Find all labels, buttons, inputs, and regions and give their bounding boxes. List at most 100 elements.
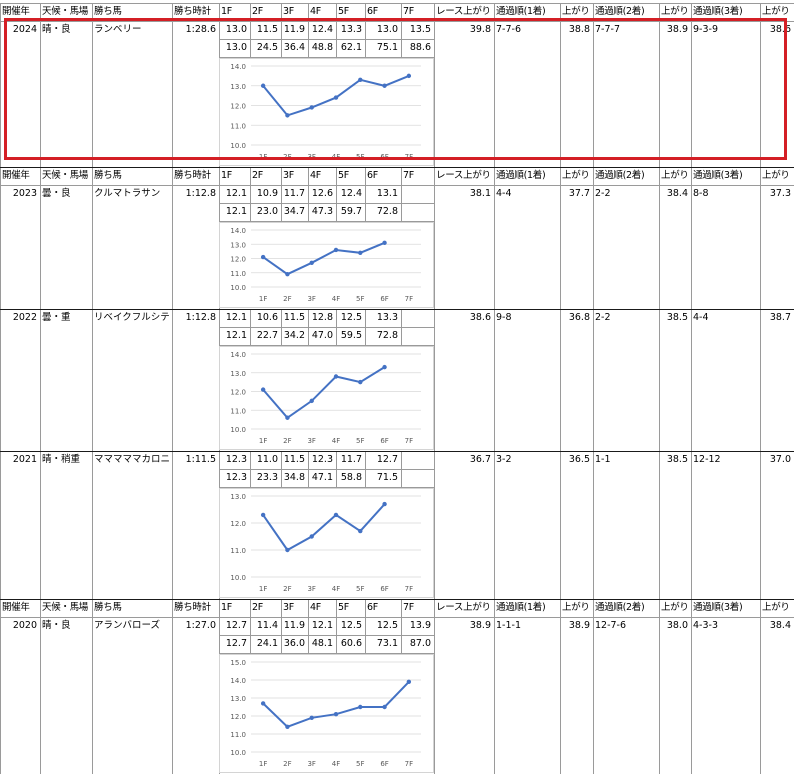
header-race-agari[interactable]: レース上がり xyxy=(436,6,491,17)
cumulative-cell-3f[interactable]: 34.8 xyxy=(283,472,305,483)
header-time[interactable]: 勝ち時計 xyxy=(174,602,211,613)
cumulative-cell-6f[interactable]: 72.8 xyxy=(376,330,398,341)
lap-cell-6f[interactable]: 13.0 xyxy=(376,24,398,35)
agari-2nd-cell[interactable]: 38.0 xyxy=(666,620,688,631)
race-agari-cell[interactable]: 38.6 xyxy=(469,312,491,323)
header-lap-7f[interactable]: 7F xyxy=(403,6,414,17)
header-lap-2f[interactable]: 2F xyxy=(252,6,263,17)
lap-cell-5f[interactable]: 12.5 xyxy=(340,312,362,323)
lap-cell-2f[interactable]: 11.0 xyxy=(256,454,278,465)
header-lap-6f[interactable]: 6F xyxy=(367,170,378,181)
header-year[interactable]: 開催年 xyxy=(2,602,30,613)
lap-cell-7f[interactable]: 13.9 xyxy=(409,620,431,631)
year-cell[interactable]: 2024 xyxy=(12,24,37,35)
header-lap-1f[interactable]: 1F xyxy=(221,602,232,613)
header-condition[interactable]: 天候・馬場 xyxy=(42,602,89,613)
header-agari-3rd[interactable]: 上がり xyxy=(762,6,790,17)
cumulative-cell-2f[interactable]: 23.0 xyxy=(256,206,278,217)
condition-cell[interactable]: 晴・稍重 xyxy=(42,454,81,465)
pass-3rd-cell[interactable]: 4-4 xyxy=(693,312,709,323)
year-cell[interactable]: 2021 xyxy=(12,454,37,465)
header-winner[interactable]: 勝ち馬 xyxy=(94,602,122,613)
pass-3rd-cell[interactable]: 12-12 xyxy=(693,454,721,465)
agari-1st-cell[interactable]: 37.7 xyxy=(568,188,590,199)
cumulative-cell-5f[interactable]: 59.7 xyxy=(340,206,362,217)
header-time[interactable]: 勝ち時計 xyxy=(174,170,211,181)
agari-1st-cell[interactable]: 36.8 xyxy=(568,312,590,323)
header-race-agari[interactable]: レース上がり xyxy=(436,602,491,613)
cumulative-cell-4f[interactable]: 48.1 xyxy=(311,638,333,649)
header-agari-3rd[interactable]: 上がり xyxy=(762,170,790,181)
header-lap-5f[interactable]: 5F xyxy=(338,170,349,181)
cumulative-cell-5f[interactable]: 58.8 xyxy=(340,472,362,483)
lap-cell-1f[interactable]: 12.1 xyxy=(225,188,247,199)
pass-1st-cell[interactable]: 7-7-6 xyxy=(496,24,521,35)
cumulative-cell-4f[interactable]: 48.8 xyxy=(311,42,333,53)
winner-cell[interactable]: クルマトラサン xyxy=(94,188,161,199)
header-lap-3f[interactable]: 3F xyxy=(283,170,294,181)
header-pass-1st[interactable]: 通過順(1着) xyxy=(496,170,546,181)
agari-2nd-cell[interactable]: 38.9 xyxy=(666,24,688,35)
agari-3rd-cell[interactable]: 37.3 xyxy=(769,188,791,199)
header-agari-1st[interactable]: 上がり xyxy=(562,6,590,17)
header-pass-2nd[interactable]: 通過順(2着) xyxy=(595,602,645,613)
cumulative-cell-7f[interactable]: 87.0 xyxy=(409,638,431,649)
cumulative-cell-1f[interactable]: 12.1 xyxy=(225,330,247,341)
cumulative-cell-2f[interactable]: 23.3 xyxy=(256,472,278,483)
cumulative-cell-5f[interactable]: 59.5 xyxy=(340,330,362,341)
header-pass-3rd[interactable]: 通過順(3着) xyxy=(693,170,743,181)
cumulative-cell-7f[interactable]: 88.6 xyxy=(409,42,431,53)
header-lap-3f[interactable]: 3F xyxy=(283,602,294,613)
pass-2nd-cell[interactable]: 1-1 xyxy=(595,454,611,465)
time-cell[interactable]: 1:27.0 xyxy=(185,620,216,631)
year-cell[interactable]: 2022 xyxy=(12,312,37,323)
year-cell[interactable]: 2023 xyxy=(12,188,37,199)
cumulative-cell-2f[interactable]: 24.1 xyxy=(256,638,278,649)
cumulative-cell-1f[interactable]: 12.7 xyxy=(225,638,247,649)
lap-cell-6f[interactable]: 12.7 xyxy=(376,454,398,465)
agari-3rd-cell[interactable]: 37.0 xyxy=(769,454,791,465)
header-agari-3rd[interactable]: 上がり xyxy=(762,602,790,613)
lap-cell-3f[interactable]: 11.9 xyxy=(283,24,305,35)
header-race-agari[interactable]: レース上がり xyxy=(436,170,491,181)
pass-1st-cell[interactable]: 4-4 xyxy=(496,188,512,199)
header-winner[interactable]: 勝ち馬 xyxy=(94,170,122,181)
cumulative-cell-6f[interactable]: 71.5 xyxy=(376,472,398,483)
header-lap-7f[interactable]: 7F xyxy=(403,170,414,181)
header-lap-5f[interactable]: 5F xyxy=(338,6,349,17)
lap-cell-5f[interactable]: 12.4 xyxy=(340,188,362,199)
agari-2nd-cell[interactable]: 38.5 xyxy=(666,454,688,465)
agari-3rd-cell[interactable]: 38.6 xyxy=(769,24,791,35)
header-pass-3rd[interactable]: 通過順(3着) xyxy=(693,602,743,613)
header-lap-5f[interactable]: 5F xyxy=(338,602,349,613)
agari-3rd-cell[interactable]: 38.4 xyxy=(769,620,791,631)
cumulative-cell-2f[interactable]: 24.5 xyxy=(256,42,278,53)
cumulative-cell-1f[interactable]: 13.0 xyxy=(225,42,247,53)
agari-2nd-cell[interactable]: 38.4 xyxy=(666,188,688,199)
agari-3rd-cell[interactable]: 38.7 xyxy=(769,312,791,323)
header-lap-1f[interactable]: 1F xyxy=(221,170,232,181)
time-cell[interactable]: 1:28.6 xyxy=(185,24,216,35)
agari-1st-cell[interactable]: 38.8 xyxy=(568,24,590,35)
lap-cell-2f[interactable]: 10.6 xyxy=(256,312,278,323)
header-lap-1f[interactable]: 1F xyxy=(221,6,232,17)
lap-cell-1f[interactable]: 12.7 xyxy=(225,620,247,631)
winner-cell[interactable]: マママママカロニ xyxy=(94,454,169,465)
header-lap-2f[interactable]: 2F xyxy=(252,170,263,181)
pass-2nd-cell[interactable]: 2-2 xyxy=(595,188,611,199)
cumulative-cell-6f[interactable]: 75.1 xyxy=(376,42,398,53)
header-lap-7f[interactable]: 7F xyxy=(403,602,414,613)
header-condition[interactable]: 天候・馬場 xyxy=(42,6,89,17)
header-lap-6f[interactable]: 6F xyxy=(367,6,378,17)
race-agari-cell[interactable]: 38.9 xyxy=(469,620,491,631)
header-time[interactable]: 勝ち時計 xyxy=(174,6,211,17)
condition-cell[interactable]: 晴・良 xyxy=(42,24,71,35)
winner-cell[interactable]: アランバローズ xyxy=(94,620,161,631)
agari-1st-cell[interactable]: 36.5 xyxy=(568,454,590,465)
pass-2nd-cell[interactable]: 7-7-7 xyxy=(595,24,620,35)
header-lap-6f[interactable]: 6F xyxy=(367,602,378,613)
header-year[interactable]: 開催年 xyxy=(2,170,30,181)
lap-cell-6f[interactable]: 13.1 xyxy=(376,188,398,199)
lap-cell-5f[interactable]: 13.3 xyxy=(340,24,362,35)
lap-cell-2f[interactable]: 11.5 xyxy=(256,24,278,35)
